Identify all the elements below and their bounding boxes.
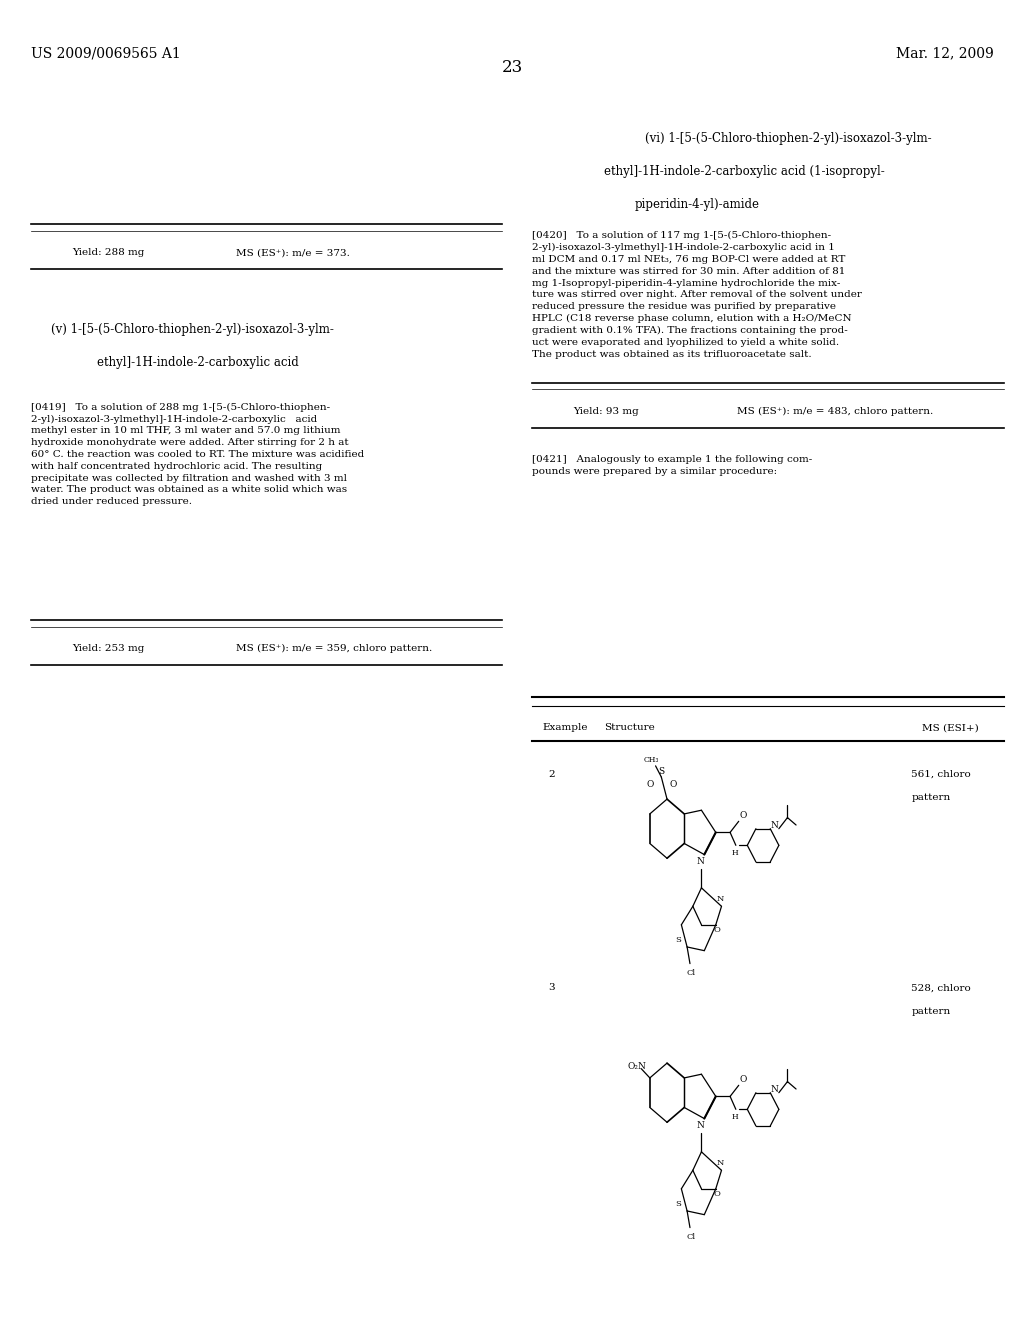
Text: MS (ES⁺): m/e = 359, chloro pattern.: MS (ES⁺): m/e = 359, chloro pattern. [236, 644, 432, 653]
Text: N: N [717, 1159, 724, 1167]
Text: Structure: Structure [604, 723, 655, 733]
Text: Yield: 288 mg: Yield: 288 mg [72, 248, 144, 257]
Text: Mar. 12, 2009: Mar. 12, 2009 [896, 46, 993, 61]
Text: 561, chloro: 561, chloro [911, 770, 971, 779]
Text: Example: Example [543, 723, 588, 733]
Text: Cl: Cl [687, 969, 696, 977]
Text: S: S [676, 1200, 681, 1208]
Text: Cl: Cl [687, 1233, 696, 1241]
Text: O: O [714, 1191, 721, 1199]
Text: pattern: pattern [911, 793, 950, 803]
Text: 528, chloro: 528, chloro [911, 983, 971, 993]
Text: S: S [658, 767, 665, 776]
Text: 2: 2 [548, 770, 554, 779]
Text: (v) 1-[5-(5-Chloro-thiophen-2-yl)-isoxazol-3-ylm-: (v) 1-[5-(5-Chloro-thiophen-2-yl)-isoxaz… [51, 323, 334, 337]
Text: Yield: 93 mg: Yield: 93 mg [573, 407, 639, 416]
Text: N: N [696, 858, 703, 866]
Text: O: O [669, 780, 677, 789]
Text: (vi) 1-[5-(5-Chloro-thiophen-2-yl)-isoxazol-3-ylm-: (vi) 1-[5-(5-Chloro-thiophen-2-yl)-isoxa… [645, 132, 932, 145]
Text: 23: 23 [502, 59, 522, 77]
Text: MS (ESI+): MS (ESI+) [922, 723, 978, 733]
Text: O: O [714, 927, 721, 935]
Text: H: H [731, 849, 737, 857]
Text: pattern: pattern [911, 1007, 950, 1016]
Text: N: N [771, 821, 778, 829]
Text: ethyl]-1H-indole-2-carboxylic acid: ethyl]-1H-indole-2-carboxylic acid [97, 356, 299, 370]
Text: MS (ES⁺): m/e = 483, chloro pattern.: MS (ES⁺): m/e = 483, chloro pattern. [737, 407, 934, 416]
Text: CH₃: CH₃ [643, 756, 659, 764]
Text: US 2009/0069565 A1: US 2009/0069565 A1 [31, 46, 180, 61]
Text: 3: 3 [548, 983, 554, 993]
Text: O: O [646, 780, 653, 789]
Text: N: N [717, 895, 724, 903]
Text: S: S [676, 936, 681, 944]
Text: piperidin-4-yl)-amide: piperidin-4-yl)-amide [635, 198, 760, 211]
Text: N: N [696, 1122, 703, 1130]
Text: N: N [771, 1085, 778, 1093]
Text: [0421]   Analogously to example 1 the following com-
pounds were prepared by a s: [0421] Analogously to example 1 the foll… [532, 455, 813, 477]
Text: O: O [739, 812, 746, 820]
Text: [0419]   To a solution of 288 mg 1-[5-(5-Chloro-thiophen-
2-yl)-isoxazol-3-ylmet: [0419] To a solution of 288 mg 1-[5-(5-C… [31, 403, 364, 507]
Text: Yield: 253 mg: Yield: 253 mg [72, 644, 144, 653]
Text: ethyl]-1H-indole-2-carboxylic acid (1-isopropyl-: ethyl]-1H-indole-2-carboxylic acid (1-is… [604, 165, 885, 178]
Text: O₂N: O₂N [628, 1063, 646, 1072]
Text: H: H [731, 1113, 737, 1121]
Text: O: O [739, 1076, 746, 1084]
Text: [0420]   To a solution of 117 mg 1-[5-(5-Chloro-thiophen-
2-yl)-isoxazol-3-ylmet: [0420] To a solution of 117 mg 1-[5-(5-C… [532, 231, 862, 359]
Text: MS (ES⁺): m/e = 373.: MS (ES⁺): m/e = 373. [236, 248, 349, 257]
